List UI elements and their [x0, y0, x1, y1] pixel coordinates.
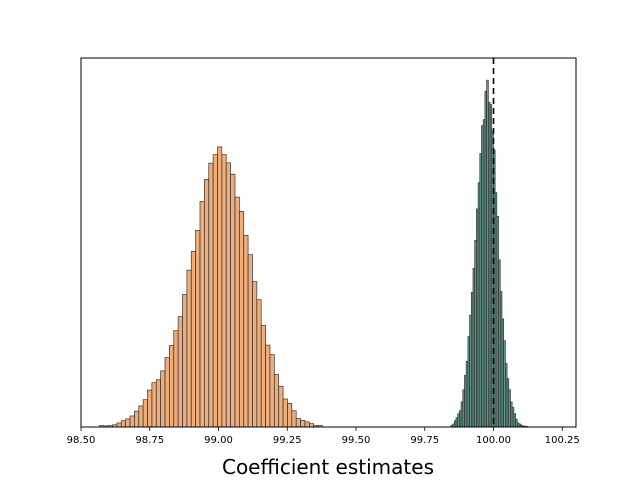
histogram-bar-series-0	[256, 299, 262, 428]
histogram-bar-series-0	[295, 418, 301, 428]
bars-layer	[99, 79, 528, 428]
x-tick-label: 100.25	[545, 435, 580, 446]
histogram-bar-series-0	[273, 374, 280, 428]
histogram-bar-series-0	[260, 325, 266, 428]
plot-frame	[80, 57, 577, 428]
histogram-bar-series-0	[291, 410, 297, 428]
x-tick-label: 99.00	[204, 435, 233, 446]
histogram-bar-series-0	[120, 420, 127, 428]
x-axis: 98.50 98.75 99.00 99.25 99.50 99.75 100.00 100.…	[67, 427, 580, 446]
x-tick-label: 98.75	[135, 435, 164, 446]
histogram-bar-series-0	[177, 316, 183, 428]
histogram-bar-series-0	[282, 398, 288, 428]
histogram-bar-series-0	[269, 354, 275, 428]
histogram-bar-series-0	[212, 154, 218, 428]
histogram-bar-series-0	[230, 173, 236, 428]
x-tick-label: 99.50	[342, 435, 371, 446]
x-tick-label: 100.00	[476, 435, 511, 446]
histogram-bar-series-0	[225, 162, 231, 428]
histogram-bar-series-0	[164, 357, 170, 428]
histogram-bar-series-0	[208, 162, 214, 428]
histogram-bar-series-0	[186, 269, 192, 428]
histogram-bar-series-0	[300, 420, 306, 428]
histogram-bar-series-0	[304, 421, 310, 428]
histogram-bar-series-0	[125, 418, 131, 428]
histogram-bar-series-0	[221, 154, 227, 428]
x-tick-label: 99.25	[273, 435, 302, 446]
histogram-bar-series-0	[265, 344, 271, 428]
histogram-bar-series-0	[134, 410, 140, 428]
histogram-bar-series-0	[138, 405, 144, 428]
histogram-bar-series-0	[173, 330, 179, 428]
histogram-bar-series-0	[278, 386, 284, 428]
x-tick-label: 99.75	[410, 435, 439, 446]
histogram-bar-series-0	[182, 294, 188, 428]
histogram-bar-series-0	[195, 229, 201, 428]
histogram-bar-series-0	[129, 415, 135, 428]
histogram-bar-series-0	[151, 382, 157, 428]
histogram-bar-series-0	[147, 389, 153, 428]
histogram-bar-series-0	[247, 254, 253, 428]
histogram-bar-series-0	[234, 196, 240, 428]
histogram-bar-series-0	[199, 201, 205, 428]
histogram-bar-series-0	[160, 370, 166, 428]
x-axis-label: Coefficient estimates	[222, 455, 434, 479]
histogram-bar-series-0	[116, 422, 122, 428]
histogram-bar-series-0	[155, 379, 161, 428]
histogram-bar-series-0	[217, 146, 223, 428]
x-tick-label: 98.50	[67, 435, 96, 446]
histogram-bar-series-0	[204, 179, 210, 428]
histogram-bar-series-0	[169, 345, 175, 428]
histogram-bar-series-0	[142, 399, 148, 428]
histogram-bar-series-0	[190, 251, 196, 428]
histogram-bar-series-0	[243, 235, 249, 428]
histogram-bar-series-0	[238, 211, 245, 428]
histogram-bar-series-0	[287, 403, 293, 428]
histogram-bar-series-0	[252, 281, 258, 428]
